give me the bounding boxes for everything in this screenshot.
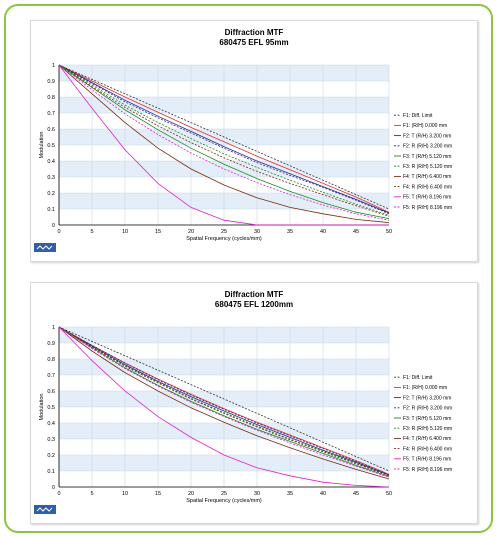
x-tick-label: 20	[188, 491, 194, 497]
x-tick-label: 45	[353, 491, 359, 497]
y-tick-label: 0.6	[47, 389, 55, 395]
x-tick-label: 30	[254, 491, 260, 497]
series-line	[58, 64, 390, 221]
y-tick-label: 0.5	[47, 405, 55, 411]
legend-entry: F2: T (R/H) 3.200 mm	[403, 133, 451, 139]
y-tick-label: 0	[52, 485, 55, 491]
y-tick-label: 0	[52, 223, 55, 229]
x-axis-label: Spatial Frequency (cycles/mm)	[186, 236, 262, 242]
series-line	[58, 326, 390, 480]
y-tick-label: 0.9	[47, 79, 55, 85]
legend-entry: F1: (R/H) 0.000 mm	[403, 123, 447, 129]
legend-entry: F5: R (R/H) 8.196 mm	[403, 205, 452, 211]
y-tick-label: 0.4	[47, 159, 55, 165]
x-tick-label: 35	[287, 491, 293, 497]
series-line	[58, 64, 390, 217]
mtf-panel-95mm: Diffraction MTF 680475 EFL 95mm 0 5 10 15 20…	[30, 20, 478, 262]
legend-entry: F3: T (R/H) 5.120 mm	[403, 154, 451, 160]
y-tick-label: 0.7	[47, 373, 55, 379]
y-tick-label: 0.3	[47, 175, 55, 181]
legend-entry: F3: R (R/H) 5.120 mm	[403, 426, 452, 432]
legend-entry: F3: T (R/H) 5.120 mm	[403, 416, 451, 422]
y-tick-label: 0.1	[47, 469, 55, 475]
legend-entry: F2: R (R/H) 3.200 mm	[403, 144, 452, 150]
legend-entry: F5: T (R/H) 8.196 mm	[403, 195, 451, 201]
series-line	[58, 64, 390, 210]
x-tick-label: 0	[57, 229, 60, 235]
series-line	[58, 326, 390, 488]
x-tick-label: 5	[90, 491, 93, 497]
y-axis-label: Modulation	[39, 132, 45, 159]
series-line	[58, 326, 390, 475]
series-line	[58, 326, 390, 476]
x-axis-label: Spatial Frequency (cycles/mm)	[186, 498, 262, 504]
legend-entry: F4: R (R/H) 6.400 mm	[403, 184, 452, 190]
chart-title: Diffraction MTF	[224, 290, 284, 299]
mtf-chart-1200mm: 0 5 10 15 20 25 30 35 40 45 50 0 0.1 0.2 0.3 0.4 0.5 0.6 0…	[39, 325, 452, 504]
x-tick-label: 0	[57, 491, 60, 497]
x-tick-label: 15	[155, 491, 161, 497]
y-tick-label: 1	[52, 63, 55, 69]
x-tick-label: 20	[188, 229, 194, 235]
y-tick-label: 0.1	[47, 207, 55, 213]
y-tick-label: 0.6	[47, 127, 55, 133]
legend-entry: F1: Diff. Limit	[403, 375, 433, 381]
legend-entry: F4: T (R/H) 6.400 mm	[403, 174, 451, 180]
legend-entry: F3: R (R/H) 5.120 mm	[403, 164, 452, 170]
chart-title: Diffraction MTF	[224, 28, 284, 37]
chart-subtitle: 680475 EFL 1200mm	[214, 300, 294, 309]
y-tick-label: 0.4	[47, 421, 55, 427]
series-line	[58, 326, 390, 478]
series-line	[58, 326, 390, 472]
x-tick-label: 35	[287, 229, 293, 235]
y-tick-label: 0.2	[47, 191, 55, 197]
x-tick-label: 40	[320, 491, 326, 497]
series-line	[58, 64, 390, 213]
x-tick-label: 45	[353, 229, 359, 235]
legend-entry: F2: T (R/H) 3.200 mm	[403, 395, 451, 401]
legend-entry: F4: R (R/H) 6.400 mm	[403, 446, 452, 452]
x-tick-label: 15	[155, 229, 161, 235]
y-tick-label: 0.3	[47, 437, 55, 443]
series-line	[58, 64, 390, 216]
series-line	[58, 326, 390, 477]
series-line	[58, 64, 390, 223]
y-tick-label: 0.2	[47, 453, 55, 459]
y-tick-label: 0.5	[47, 143, 55, 149]
x-tick-label: 10	[122, 491, 128, 497]
x-tick-label: 25	[221, 491, 227, 497]
legend-entry: F1: Diff. Limit	[403, 113, 433, 119]
legend-entry: F5: T (R/H) 8.196 mm	[403, 457, 451, 463]
series-line	[58, 64, 390, 214]
y-tick-label: 0.8	[47, 95, 55, 101]
series-line	[58, 326, 390, 476]
y-axis-label: Modulation	[39, 394, 45, 421]
chart-subtitle: 680475 EFL 95mm	[219, 38, 289, 47]
legend-entry: F1: (R/H) 0.000 mm	[403, 385, 447, 391]
mtf-panel-1200mm: Diffraction MTF 680475 EFL 1200mm 0 5 10 15…	[30, 282, 478, 524]
series-line	[58, 64, 390, 219]
y-tick-label: 0.7	[47, 111, 55, 117]
x-tick-label: 10	[122, 229, 128, 235]
y-tick-label: 0.8	[47, 357, 55, 363]
series-line	[58, 64, 389, 226]
brand-logo	[34, 243, 56, 252]
y-tick-label: 0.9	[47, 341, 55, 347]
x-tick-label: 5	[90, 229, 93, 235]
x-tick-label: 50	[386, 491, 392, 497]
x-tick-label: 50	[386, 229, 392, 235]
legend-entry: F5: R (R/H) 8.196 mm	[403, 467, 452, 473]
x-tick-label: 30	[254, 229, 260, 235]
legend-entry: F4: T (R/H) 6.400 mm	[403, 436, 451, 442]
mtf-chart-95mm: 0 5 10 15 20 25 30 35 40 45 50 0 0.1 0.2 0.3 0.4 0.5 0.6 0…	[39, 63, 452, 242]
series-line	[58, 326, 390, 477]
legend-entry: F2: R (R/H) 3.200 mm	[403, 406, 452, 412]
y-tick-label: 1	[52, 325, 55, 331]
x-tick-label: 40	[320, 229, 326, 235]
brand-logo	[34, 505, 56, 514]
x-tick-label: 25	[221, 229, 227, 235]
series-line	[58, 326, 390, 477]
